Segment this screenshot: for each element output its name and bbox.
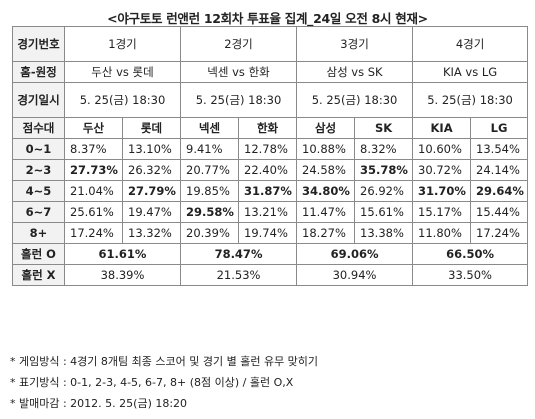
team-name: 롯데 [121, 117, 182, 139]
notes: * 게임방식 : 4경기 8개팀 최종 스코어 및 경기 별 홀런 유무 맞히기… [10, 351, 318, 414]
team-name: 삼성 [296, 117, 356, 139]
game-2-matchup: 넥센 vs 한화 [180, 61, 298, 83]
vote-rate: 13.54% [470, 138, 529, 160]
vote-rate: 24.58% [296, 159, 356, 181]
game-4-datetime: 5. 25(금) 18:30 [412, 82, 529, 118]
vote-rate: 29.64% [470, 180, 529, 202]
vote-rate: 24.14% [470, 159, 529, 181]
home-away-row: 홈-원정 두산 vs 롯데 넥센 vs 한화 삼성 vs SK KIA vs L… [12, 61, 529, 83]
vote-rate: 15.44% [470, 201, 529, 223]
table-row: 8+ 17.24% 13.32% 20.39% 19.74% 18.27% 13… [12, 222, 529, 244]
vote-rate: 10.60% [412, 138, 472, 160]
note-game-method: * 게임방식 : 4경기 8개팀 최종 스코어 및 경기 별 홀런 유무 맞히기 [10, 355, 319, 368]
vote-rate: 27.79% [121, 180, 182, 202]
game-3-matchup: 삼성 vs SK [296, 61, 414, 83]
game-number-label: 경기번호 [12, 26, 65, 62]
table-row: 4~5 21.04% 27.79% 19.85% 31.87% 34.80% 2… [12, 180, 529, 202]
game-3-run-o: 69.06% [296, 243, 414, 265]
vote-rate: 20.77% [180, 159, 240, 181]
note-sales-deadline: * 발매마감 : 2012. 5. 25(금) 18:20 [10, 397, 188, 410]
vote-rate: 17.24% [470, 222, 529, 244]
score-range: 2~3 [12, 159, 65, 181]
vote-rate: 25.61% [64, 201, 123, 223]
table-row: 6~7 25.61% 19.47% 29.58% 13.21% 11.47% 1… [12, 201, 529, 223]
vote-rate: 13.21% [238, 201, 298, 223]
score-range: 4~5 [12, 180, 65, 202]
vote-rate: 15.61% [354, 201, 414, 223]
vote-rate: 31.70% [412, 180, 472, 202]
vote-rate: 19.85% [180, 180, 240, 202]
datetime-label: 경기일시 [12, 82, 65, 118]
home-away-label: 홈-원정 [12, 61, 65, 83]
vote-rate: 9.41% [180, 138, 240, 160]
run-x-label: 홀런 X [12, 264, 65, 286]
vote-rate: 8.37% [64, 138, 123, 160]
run-x-row: 홀런 X 38.39% 21.53% 30.94% 33.50% [12, 264, 529, 286]
run-o-row: 홀런 O 61.61% 78.47% 69.06% 66.50% [12, 243, 529, 265]
vote-rate: 13.10% [121, 138, 182, 160]
team-name: KIA [412, 117, 472, 139]
vote-rate: 20.39% [180, 222, 240, 244]
game-4-matchup: KIA vs LG [412, 61, 529, 83]
team-header-row: 점수대 두산 롯데 넥센 한화 삼성 SK KIA LG [12, 117, 529, 139]
game-1-run-o: 61.61% [63, 243, 182, 265]
vote-rate: 26.92% [354, 180, 414, 202]
vote-rate: 15.17% [412, 201, 472, 223]
game-1-datetime: 5. 25(금) 18:30 [63, 82, 182, 118]
score-range: 8+ [12, 222, 65, 244]
game-3-datetime: 5. 25(금) 18:30 [296, 82, 414, 118]
vote-rate: 11.80% [412, 222, 472, 244]
game-1-run-x: 38.39% [63, 264, 182, 286]
vote-rate-table: 경기번호 1경기 2경기 3경기 4경기 홈-원정 두산 vs 롯데 넥센 vs… [12, 26, 529, 286]
page-title: <야구토토 런앤런 12회차 투표율 집계_24일 오전 8시 현재> [107, 11, 428, 26]
score-range-label: 점수대 [12, 117, 65, 139]
vote-rate: 22.40% [238, 159, 298, 181]
vote-rate: 27.73% [64, 159, 123, 181]
table-row: 2~3 27.73% 26.32% 20.77% 22.40% 24.58% 3… [12, 159, 529, 181]
game-3-number: 3경기 [296, 26, 414, 62]
team-name: LG [470, 117, 529, 139]
team-name: 넥센 [180, 117, 240, 139]
game-4-run-x: 33.50% [412, 264, 529, 286]
vote-rate: 31.87% [238, 180, 298, 202]
score-range: 6~7 [12, 201, 65, 223]
datetime-row: 경기일시 5. 25(금) 18:30 5. 25(금) 18:30 5. 25… [12, 82, 529, 118]
score-range: 0~1 [12, 138, 65, 160]
vote-rate: 34.80% [296, 180, 356, 202]
vote-rate: 17.24% [64, 222, 123, 244]
game-2-number: 2경기 [180, 26, 298, 62]
vote-rate: 12.78% [238, 138, 298, 160]
game-2-run-o: 78.47% [180, 243, 298, 265]
vote-rate: 13.32% [121, 222, 182, 244]
table-row: 0~1 8.37% 13.10% 9.41% 12.78% 10.88% 8.3… [12, 138, 529, 160]
run-o-label: 홀런 O [12, 243, 65, 265]
vote-rate: 29.58% [180, 201, 240, 223]
game-4-number: 4경기 [412, 26, 529, 62]
vote-rate: 13.38% [354, 222, 414, 244]
vote-rate: 21.04% [64, 180, 123, 202]
vote-rate: 30.72% [412, 159, 472, 181]
vote-rate: 10.88% [296, 138, 356, 160]
team-name: 한화 [238, 117, 298, 139]
vote-rate: 8.32% [354, 138, 414, 160]
game-2-run-x: 21.53% [180, 264, 298, 286]
note-notation: * 표기방식 : 0-1, 2-3, 4-5, 6-7, 8+ (8점 이상) … [10, 376, 294, 389]
vote-rate: 26.32% [121, 159, 182, 181]
game-2-datetime: 5. 25(금) 18:30 [180, 82, 298, 118]
vote-rate: 19.74% [238, 222, 298, 244]
game-1-matchup: 두산 vs 롯데 [63, 61, 182, 83]
team-name: 두산 [64, 117, 123, 139]
game-3-run-x: 30.94% [296, 264, 414, 286]
vote-rate: 11.47% [296, 201, 356, 223]
game-number-row: 경기번호 1경기 2경기 3경기 4경기 [12, 26, 529, 62]
game-1-number: 1경기 [63, 26, 182, 62]
team-name: SK [354, 117, 414, 139]
vote-rate: 35.78% [354, 159, 414, 181]
vote-rate: 19.47% [121, 201, 182, 223]
vote-rate: 18.27% [296, 222, 356, 244]
game-4-run-o: 66.50% [412, 243, 529, 265]
